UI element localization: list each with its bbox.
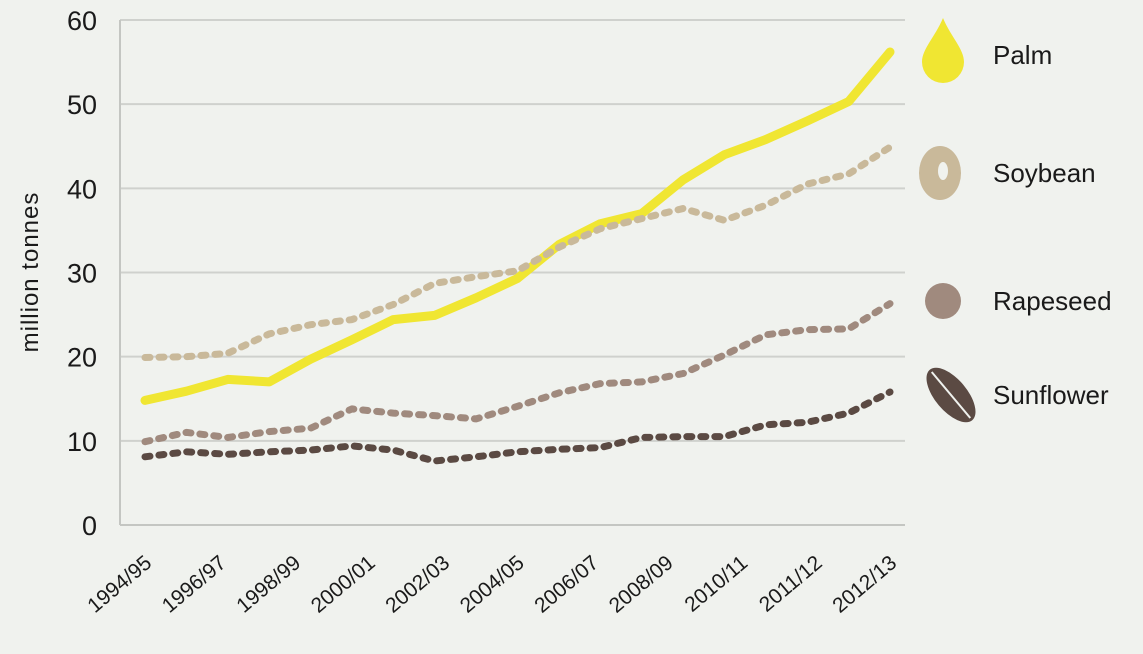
x-tick-label: 2004/05: [456, 551, 529, 617]
legend: Palm Soybean Rapeseed Sunflower: [919, 18, 1112, 423]
gridlines: [120, 19, 905, 526]
x-tick-label: 2000/01: [307, 551, 380, 617]
y-tick-label: 40: [67, 174, 97, 204]
sunflower-seed-icon: [926, 367, 976, 423]
x-tick-label: 2012/13: [828, 551, 901, 617]
x-tick-label: 2006/07: [530, 551, 603, 617]
series-line-sunflower: [141, 388, 894, 465]
x-axis: 1994/95 1996/97 1998/99 2000/01 2002/03 2004/…: [83, 551, 901, 617]
y-tick-label: 30: [67, 259, 97, 289]
x-tick-label: 2002/03: [381, 551, 454, 617]
x-tick-label: 2008/09: [605, 551, 678, 617]
y-tick-label: 50: [67, 90, 97, 120]
soybean-hilum: [938, 162, 948, 180]
y-tick-label: 20: [67, 343, 97, 373]
x-tick-label: 2010/11: [680, 551, 752, 616]
y-tick-label: 10: [67, 427, 97, 457]
series-line-palm: [140, 47, 895, 405]
x-tick-label: 1996/97: [158, 551, 231, 617]
x-tick-label: 1994/95: [83, 551, 156, 617]
y-tick-label: 0: [82, 511, 97, 541]
x-tick-label: 1998/99: [232, 551, 305, 617]
soybean-icon: [919, 146, 961, 200]
y-axis-label: million tonnes: [17, 192, 44, 353]
seed-line: [930, 371, 972, 419]
y-axis: 0 10 20 30 40 50 60: [67, 6, 121, 541]
series-lines: [140, 47, 895, 465]
drop-icon: [922, 18, 964, 83]
legend-label-soybean: Soybean: [993, 158, 1096, 188]
rapeseed-icon: [925, 283, 961, 319]
legend-label-rapeseed: Rapeseed: [993, 286, 1112, 316]
legend-label-sunflower: Sunflower: [993, 380, 1109, 410]
series-line-soybean: [141, 143, 894, 361]
series-line-rapeseed: [141, 300, 894, 446]
x-tick-label: 2011/12: [755, 551, 827, 616]
y-tick-label: 60: [67, 6, 97, 36]
legend-label-palm: Palm: [993, 40, 1052, 70]
